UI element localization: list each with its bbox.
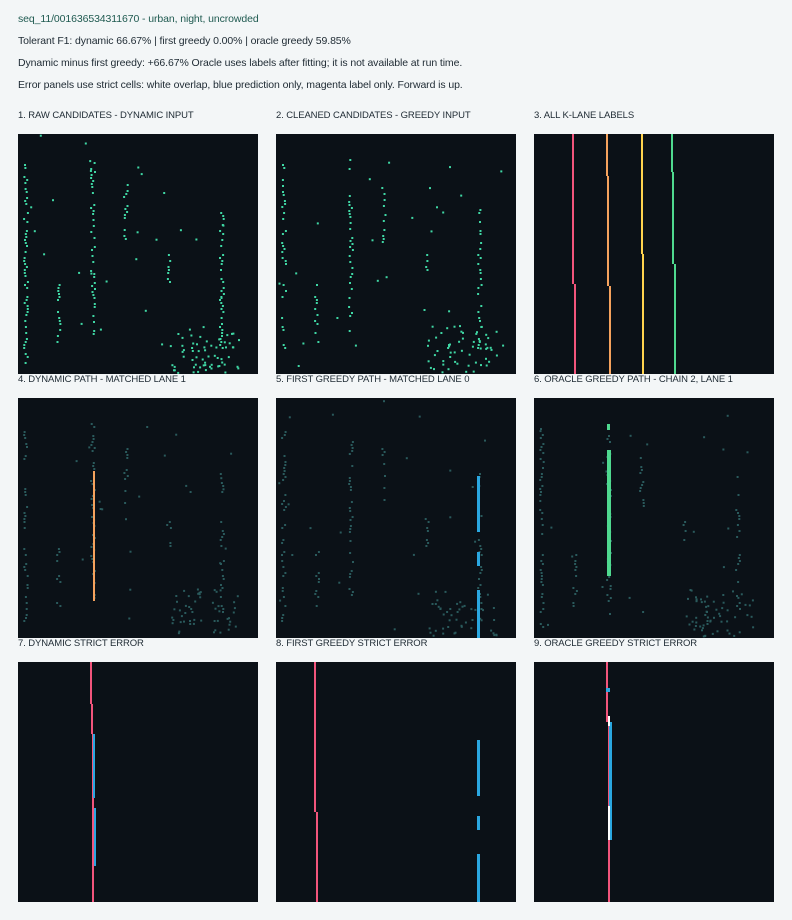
panel-4-title: 4. DYNAMIC PATH - MATCHED LANE 1: [18, 374, 186, 385]
raw-candidates-panel: [18, 134, 258, 374]
panel-5-title: 5. FIRST GREEDY PATH - MATCHED LANE 0: [276, 374, 470, 385]
cleaned-candidates-panel: [276, 134, 516, 374]
panel-9-title: 9. ORACLE GREEDY STRICT ERROR: [534, 638, 698, 649]
label-only-segment: [90, 662, 94, 902]
lane-label-4: [671, 134, 676, 374]
oracle-greedy-path-line: [607, 424, 611, 576]
overlap-segment: [608, 716, 610, 840]
oracle-greedy-strict-error-panel: [534, 662, 774, 902]
panel-1-title: 1. RAW CANDIDATES - DYNAMIC INPUT: [18, 110, 194, 121]
first-greedy-path-line: [477, 476, 480, 638]
first-greedy-path-panel: [276, 398, 516, 638]
panel-8-title: 8. FIRST GREEDY STRICT ERROR: [276, 638, 428, 649]
lane-label-3: [641, 134, 644, 374]
sequence-title: seq_11/001636534311670 - urban, night, u…: [18, 13, 259, 25]
error-legend-note: Error panels use strict cells: white ove…: [18, 79, 463, 91]
all-lane-labels-panel: [534, 134, 774, 374]
prediction-only-segment: [477, 740, 480, 902]
lane-label-1: [572, 134, 576, 374]
dynamic-diff-note: Dynamic minus first greedy: +66.67% Orac…: [18, 57, 463, 69]
dynamic-path-panel: [18, 398, 258, 638]
oracle-greedy-path-panel: [534, 398, 774, 638]
dynamic-path-line: [93, 471, 95, 601]
panel-3-title: 3. ALL K-LANE LABELS: [534, 110, 635, 121]
prediction-only-segment: [93, 734, 96, 866]
panel-7-title: 7. DYNAMIC STRICT ERROR: [18, 638, 144, 649]
dynamic-strict-error-panel: [18, 662, 258, 902]
prediction-only-segment: [606, 688, 612, 840]
lane-label-2: [606, 134, 611, 374]
first-greedy-strict-error-panel: [276, 662, 516, 902]
panel-2-title: 2. CLEANED CANDIDATES - GREEDY INPUT: [276, 110, 471, 121]
f1-summary: Tolerant F1: dynamic 66.67% | first gree…: [18, 35, 351, 47]
label-only-segment: [314, 662, 318, 902]
panel-6-title: 6. ORACLE GREEDY PATH - CHAIN 2, LANE 1: [534, 374, 733, 385]
